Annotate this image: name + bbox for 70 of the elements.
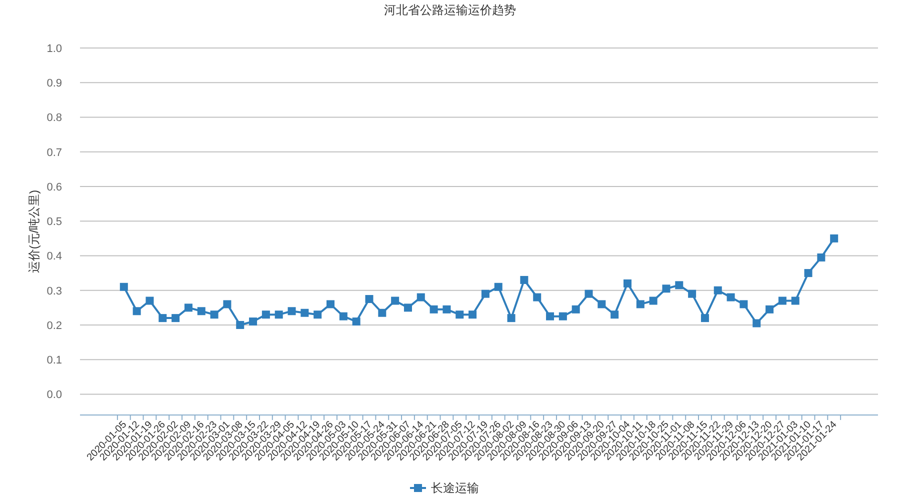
point	[288, 307, 296, 316]
point	[740, 300, 748, 308]
point	[791, 296, 800, 305]
point	[546, 312, 554, 320]
point	[507, 314, 516, 322]
point	[636, 300, 644, 308]
point	[662, 284, 670, 293]
point	[494, 282, 502, 291]
y-axis-title: 运价(元/吨公里)	[27, 190, 41, 274]
point	[817, 253, 826, 262]
y-tick-label: 0.0	[46, 389, 62, 402]
point	[210, 310, 218, 319]
point	[481, 290, 490, 298]
point	[146, 296, 154, 305]
point	[804, 269, 812, 278]
point	[300, 308, 309, 317]
point	[714, 286, 722, 294]
y-tick-label: 0.5	[46, 216, 62, 228]
point	[158, 314, 167, 322]
point	[520, 276, 528, 284]
point	[700, 314, 709, 322]
point	[726, 293, 735, 302]
point	[378, 308, 386, 317]
point	[223, 300, 232, 308]
point	[766, 305, 774, 314]
point	[132, 307, 141, 316]
point	[442, 305, 451, 314]
point	[598, 300, 606, 308]
point	[675, 281, 684, 290]
point	[558, 312, 567, 320]
point	[339, 312, 348, 320]
point	[184, 304, 192, 312]
point	[365, 295, 374, 304]
point	[416, 293, 425, 302]
point	[236, 320, 244, 329]
point	[623, 279, 632, 288]
y-tick-label: 0.1	[46, 354, 62, 367]
point	[688, 290, 696, 298]
point	[468, 310, 477, 319]
point	[249, 318, 258, 326]
y-tick-label: 0.4	[46, 250, 62, 263]
point	[391, 296, 400, 305]
point	[830, 234, 838, 242]
legend-label: 长途运输	[431, 481, 479, 495]
point	[314, 310, 322, 319]
point	[778, 296, 786, 305]
point	[326, 300, 335, 308]
point	[533, 293, 542, 302]
y-tick-label: 0.8	[46, 112, 62, 124]
y-tick-label: 0.9	[46, 78, 62, 90]
y-tick-label: 0.6	[46, 181, 62, 194]
point	[456, 310, 464, 319]
point	[430, 305, 438, 314]
point	[584, 290, 593, 298]
y-tick-label: 0.2	[46, 320, 62, 332]
point	[752, 319, 761, 328]
point	[262, 310, 270, 319]
y-tick-label: 0.3	[46, 285, 62, 298]
point	[274, 310, 283, 319]
point	[404, 304, 412, 312]
y-tick-label: 0.7	[46, 146, 62, 159]
point	[572, 305, 580, 314]
point	[120, 282, 128, 291]
point	[172, 314, 180, 322]
point	[352, 318, 360, 326]
point	[610, 310, 619, 319]
point	[649, 296, 658, 305]
chart-title: 河北省公路运输运价趋势	[384, 3, 516, 17]
y-tick-label: 1.0	[46, 43, 62, 55]
point	[197, 307, 206, 316]
